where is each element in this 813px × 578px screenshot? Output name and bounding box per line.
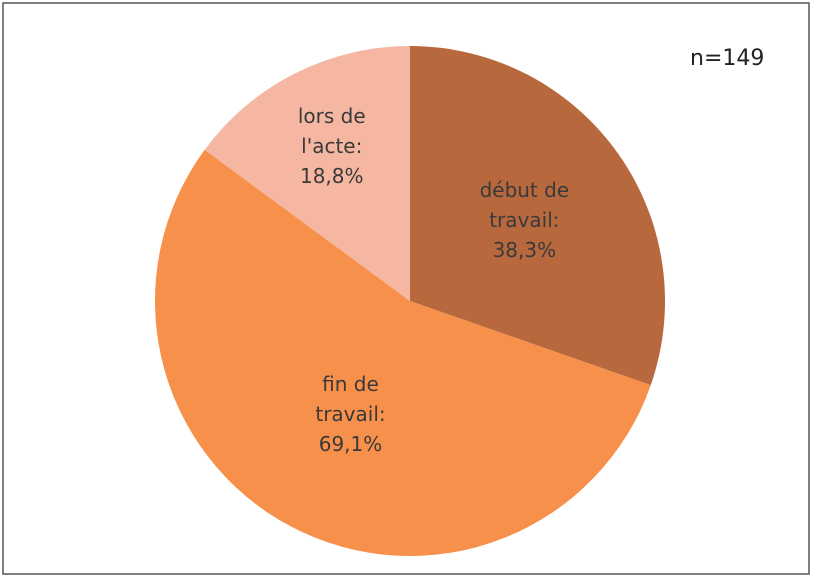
value-label: 69,1% xyxy=(318,431,383,456)
pie-slice xyxy=(410,46,665,386)
slice-label: début de travail: 38,3% xyxy=(464,175,584,265)
category-label: début de travail: xyxy=(479,177,570,232)
slice-label: lors de l'acte: 18,8% xyxy=(272,101,392,191)
pie-slice xyxy=(204,46,410,301)
slice-label: fin de travail: 69,1% xyxy=(291,369,411,459)
category-label: lors de l'acte: xyxy=(297,104,366,159)
value-label: 18,8% xyxy=(299,164,364,189)
value-label: 38,3% xyxy=(492,237,557,262)
category-label: fin de travail: xyxy=(315,371,386,426)
pie-slice xyxy=(155,149,651,556)
annotation: n=149 xyxy=(690,46,765,71)
